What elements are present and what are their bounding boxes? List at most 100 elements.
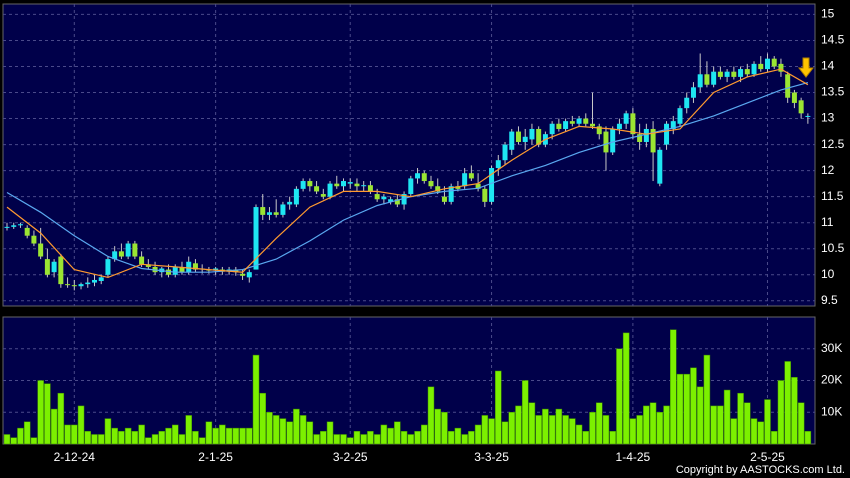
candle-body <box>307 181 313 187</box>
candle-body <box>118 251 124 257</box>
volume-bar <box>30 437 38 445</box>
volume-bar <box>528 402 536 445</box>
candle-body <box>798 100 804 114</box>
volume-bar <box>306 421 314 445</box>
candle-body <box>253 207 259 270</box>
copyright: Copyright by AASTOCKS.com Ltd. <box>676 464 845 476</box>
volume-bar <box>750 418 758 445</box>
volume-bar <box>717 405 724 445</box>
candle-body <box>563 121 569 129</box>
candle-body <box>670 121 676 129</box>
y-tick-label: 12.5 <box>821 137 845 151</box>
arrow-marker <box>797 57 815 78</box>
candle-body <box>44 259 50 275</box>
volume-bar <box>225 427 233 445</box>
candle-body <box>468 173 474 179</box>
plot-layer: 9.5 10 10.5 11 11.5 12 12.5 13 13.5 14 14.5 15 10K 20… <box>3 4 845 464</box>
volume-bar <box>360 434 367 445</box>
candle-body <box>132 243 138 257</box>
candle-body <box>280 204 286 215</box>
candle-body <box>31 235 37 244</box>
volume-bar <box>582 431 590 445</box>
volume-bar <box>616 348 623 445</box>
candle-body <box>367 185 373 192</box>
volume-bar <box>542 408 549 445</box>
volume-bar <box>481 415 489 445</box>
candle-body <box>650 128 656 153</box>
volume-bar <box>104 418 112 445</box>
volume-bar <box>145 437 152 445</box>
volume-bar <box>649 402 657 445</box>
volume-bar <box>212 427 219 445</box>
volume-bar <box>111 427 118 445</box>
volume-bar <box>414 431 421 445</box>
candle-body <box>166 269 172 275</box>
volume-bar <box>589 412 596 445</box>
volume-bar <box>97 434 105 445</box>
volume-bar <box>421 424 428 445</box>
candle-body <box>509 131 515 150</box>
candle-body <box>805 115 811 117</box>
volume-bar <box>279 418 287 445</box>
volume-bar <box>427 386 435 445</box>
candle-body <box>327 183 333 197</box>
candle-body <box>394 199 400 205</box>
x-tick-label: 3-3-25 <box>474 450 509 464</box>
volume-bar <box>764 399 771 445</box>
candle-body <box>401 194 407 205</box>
volume-bar <box>172 424 179 445</box>
volume-bar <box>730 418 738 445</box>
volume-bar <box>804 431 812 445</box>
volume-bar <box>138 424 145 445</box>
volume-bar <box>293 408 300 445</box>
y-tick-label: 14.5 <box>821 33 845 47</box>
volume-bar <box>259 392 266 445</box>
volume-bar <box>407 434 415 445</box>
x-tick-label: 3-2-25 <box>333 450 368 464</box>
volume-bar <box>373 434 381 445</box>
volume-bar <box>535 415 542 445</box>
candle-body <box>771 58 777 67</box>
candle-body <box>334 183 340 187</box>
volume-bar <box>71 424 78 445</box>
volume-bar <box>50 408 58 445</box>
volume-bar <box>185 415 192 445</box>
candle-body <box>192 263 198 270</box>
volume-bar <box>744 402 751 445</box>
x-tick-label: 2-5-25 <box>750 450 785 464</box>
candle-body <box>24 227 30 236</box>
candle-body <box>596 126 602 135</box>
volume-bar <box>703 354 711 445</box>
candle-body <box>273 212 279 215</box>
candle-body <box>610 128 616 153</box>
volume-bar <box>380 424 388 445</box>
volume-bar <box>454 427 462 445</box>
y-tick-label: 15 <box>821 7 835 21</box>
candle-body <box>603 131 609 153</box>
volume-bar <box>3 434 11 445</box>
candle-body <box>664 123 670 145</box>
candle-body <box>522 136 528 142</box>
candle-body <box>17 224 23 226</box>
volume-bar <box>239 427 246 445</box>
volume-bar <box>521 380 529 445</box>
candle-body <box>616 123 622 129</box>
candle-body <box>112 251 118 260</box>
y-tick-label: 13 <box>821 111 835 125</box>
candle-body <box>58 256 64 285</box>
candle-body <box>408 178 414 195</box>
volume-bar <box>515 405 522 445</box>
volume-bar <box>286 421 293 445</box>
candle-body <box>489 168 495 202</box>
volume-bar <box>17 427 24 445</box>
volume-bar <box>447 431 455 445</box>
volume-bar <box>569 418 576 445</box>
volume-bar <box>562 415 569 445</box>
volume-bar <box>663 405 670 445</box>
volume-bar <box>696 386 704 445</box>
candle-body <box>724 71 730 77</box>
candle-body <box>347 182 353 184</box>
candle-body <box>71 285 77 287</box>
candle-body <box>179 266 185 273</box>
